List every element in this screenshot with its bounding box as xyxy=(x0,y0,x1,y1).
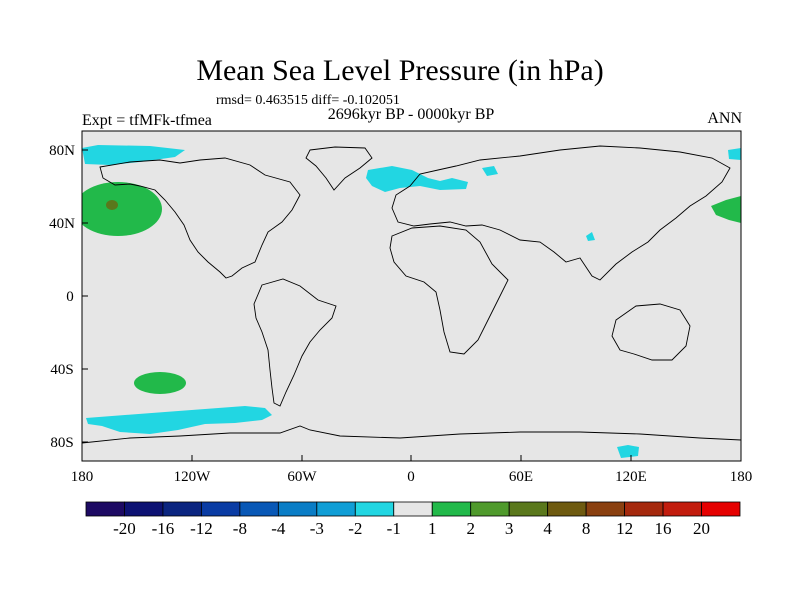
colorbar-box xyxy=(547,501,587,517)
colorbar-box xyxy=(239,501,279,517)
anomaly-south-pacific-high xyxy=(134,372,186,394)
anomaly-siberia-low xyxy=(482,166,498,176)
lon-label-120e: 120E xyxy=(615,469,647,485)
stats-label: rmsd= 0.463515 diff= -0.102051 xyxy=(216,93,400,108)
lat-label-40s: 40S xyxy=(50,362,73,378)
season-label: ANN xyxy=(707,110,742,127)
coastlines xyxy=(82,145,741,444)
colorbar-box xyxy=(470,501,510,517)
experiment-label: Expt = tfMFk-tfmea xyxy=(82,112,212,129)
anomaly-arctic-low-east xyxy=(728,148,741,160)
colorbar-box xyxy=(124,501,164,517)
coast-greenland xyxy=(305,146,373,191)
colorbar-box xyxy=(701,501,741,517)
anomaly-layer xyxy=(82,145,741,458)
map-title: Mean Sea Level Pressure (in hPa) xyxy=(196,54,604,87)
anomaly-asia-low xyxy=(586,232,595,241)
colorbar-box xyxy=(354,501,395,517)
lon-label-180w: 180 xyxy=(71,469,94,485)
colorbar-label: 3 xyxy=(505,519,514,538)
colorbar-label: -4 xyxy=(271,519,286,538)
colorbar-label: -3 xyxy=(310,519,324,538)
lon-axis: 180 120W 60W 0 60E 120E 180 xyxy=(71,455,753,485)
colorbar-label: 20 xyxy=(693,519,710,538)
colorbar-label: -20 xyxy=(113,519,136,538)
colorbar-label: -1 xyxy=(387,519,401,538)
colorbar-label: 12 xyxy=(616,519,633,538)
colorbar-box xyxy=(85,501,125,517)
lon-label-60w: 60W xyxy=(287,469,317,485)
anomaly-antarctic-east-low xyxy=(617,445,639,458)
anomaly-nw-pacific-high xyxy=(711,196,741,223)
lat-label-80s: 80S xyxy=(50,435,73,451)
colorbar-label: 16 xyxy=(655,519,672,538)
colorbar-box xyxy=(277,501,318,517)
colorbar-box xyxy=(585,501,625,517)
anomaly-arctic-low-west xyxy=(82,145,185,165)
coast-eurasia xyxy=(391,145,731,281)
lat-label-40n: 40N xyxy=(49,216,75,232)
lat-axis: 80N 40N 0 40S 80S xyxy=(49,143,88,451)
colorbar: -20 -16 -12 -8 -4 -3 -2 -1 1 2 3 4 8 12 16 20 xyxy=(85,501,741,538)
lon-label-120w: 120W xyxy=(174,469,212,485)
colorbar-label: 8 xyxy=(582,519,591,538)
colorbar-box xyxy=(431,501,472,517)
colorbar-label: -12 xyxy=(190,519,213,538)
colorbar-label: 4 xyxy=(543,519,552,538)
colorbar-label: 2 xyxy=(466,519,475,538)
anomaly-southern-ocean-low xyxy=(86,406,272,434)
coast-australia xyxy=(611,303,691,361)
colorbar-label: -2 xyxy=(348,519,362,538)
anomaly-north-atlantic-low xyxy=(366,166,468,192)
period-label: 2696kyr BP - 0000kyr BP xyxy=(327,106,495,123)
anomaly-north-pacific-core xyxy=(106,200,118,210)
lon-label-180e: 180 xyxy=(730,469,753,485)
colorbar-box xyxy=(316,501,356,517)
colorbar-box xyxy=(662,501,702,517)
lon-label-60e: 60E xyxy=(509,469,533,485)
coast-antarctica xyxy=(82,425,741,444)
colorbar-box xyxy=(508,501,549,517)
colorbar-label: -8 xyxy=(233,519,247,538)
coast-africa xyxy=(389,225,509,355)
colorbar-box xyxy=(393,501,433,517)
colorbar-label: 1 xyxy=(428,519,437,538)
lon-label-0: 0 xyxy=(407,469,415,485)
colorbar-box xyxy=(162,501,202,517)
lat-label-80n: 80N xyxy=(49,143,75,159)
colorbar-label: -16 xyxy=(152,519,175,538)
anomaly-north-pacific-high xyxy=(82,182,162,236)
coast-north-america xyxy=(99,157,301,279)
coast-south-america xyxy=(253,278,337,407)
colorbar-box xyxy=(624,501,664,517)
lat-label-0: 0 xyxy=(66,289,74,305)
colorbar-box xyxy=(201,501,241,517)
